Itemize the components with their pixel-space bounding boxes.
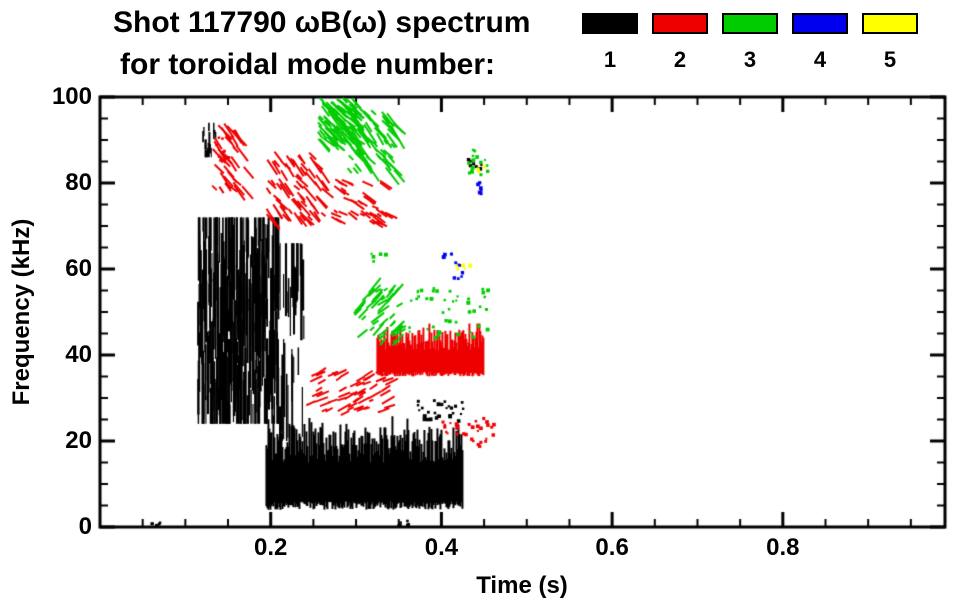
chart-subtitle: for toroidal mode number: [120, 48, 495, 81]
legend-swatch-mode-5 [862, 13, 918, 34]
legend-swatch-mode-1 [582, 13, 638, 34]
mode-legend: 1 2 3 4 5 [582, 13, 918, 73]
chart-title: Shot 117790 ωB(ω) spectrum [113, 6, 531, 39]
y-axis-label: Frequency (kHz) [8, 218, 35, 406]
legend-item-mode-3: 3 [722, 13, 778, 73]
legend-item-mode-2: 2 [652, 13, 708, 73]
legend-mode-number: 2 [673, 47, 687, 72]
legend-mode-number: 1 [603, 47, 617, 72]
legend-swatch-mode-4 [792, 13, 848, 34]
x-tick-label: 0.6 [595, 534, 629, 561]
legend-swatch-mode-2 [652, 13, 708, 34]
x-tick-label: 0.8 [766, 534, 800, 561]
legend-swatch-mode-3 [722, 13, 778, 34]
legend-mode-number: 5 [883, 47, 897, 72]
y-tick-label: 40 [65, 341, 92, 368]
y-tick-label: 20 [65, 427, 92, 454]
x-tick-label: 0.4 [424, 534, 459, 561]
legend-mode-number: 4 [813, 47, 827, 72]
legend-item-mode-5: 5 [862, 13, 918, 73]
y-tick-label: 100 [51, 83, 92, 110]
legend-mode-number: 3 [743, 47, 757, 72]
x-tick-label: 0.2 [254, 534, 288, 561]
y-tick-label: 60 [65, 255, 92, 282]
y-tick-label: 0 [78, 513, 92, 540]
x-axis-label: Time (s) [476, 572, 568, 599]
y-tick-label: 80 [65, 169, 92, 196]
legend-item-mode-1: 1 [582, 13, 638, 73]
legend-item-mode-4: 4 [792, 13, 848, 73]
